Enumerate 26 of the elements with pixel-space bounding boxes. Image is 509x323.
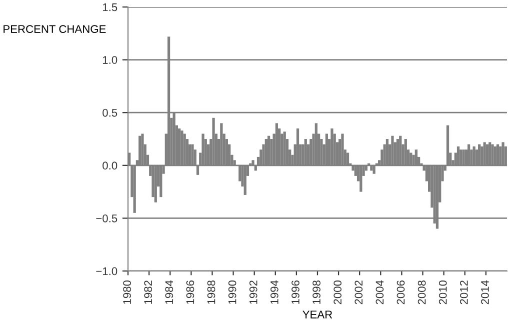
y-tick-label: 1.5 (102, 3, 118, 12)
x-tick-label: 1992 (249, 280, 258, 304)
x-tick-label: 2010 (438, 280, 447, 304)
x-tick-label: 2006 (396, 280, 405, 304)
x-tick-label: 2002 (354, 280, 363, 304)
x-tick-label: 1996 (292, 280, 300, 304)
x-tick-label: 1986 (186, 280, 194, 304)
x-tick-label: 2004 (376, 280, 384, 304)
y-tick-label: −0.5 (96, 214, 118, 222)
y-tick-label: 0.0 (102, 162, 118, 170)
x-tick-label: 1998 (312, 280, 320, 304)
y-tick-label: 0.5 (102, 108, 118, 117)
y-tick-label: −1.0 (96, 267, 118, 276)
x-tick-label: 1994 (270, 280, 278, 304)
y-axis-title: PERCENT CHANGE (4, 25, 106, 33)
x-tick-label: 1982 (144, 280, 152, 304)
x-tick-label: 2014 (481, 280, 489, 304)
x-tick-label: 2000 (334, 280, 342, 304)
x-tick-label: 1984 (165, 280, 174, 304)
x-axis-title: YEAR (302, 310, 332, 318)
y-tick-label: 1.0 (102, 56, 118, 64)
x-tick-label: 1988 (207, 280, 216, 304)
x-tick-label: 1980 (123, 280, 131, 304)
x-tick-label: 1990 (228, 280, 236, 304)
x-tick-label: 2008 (418, 280, 426, 304)
x-tick-label: 2012 (460, 280, 468, 304)
